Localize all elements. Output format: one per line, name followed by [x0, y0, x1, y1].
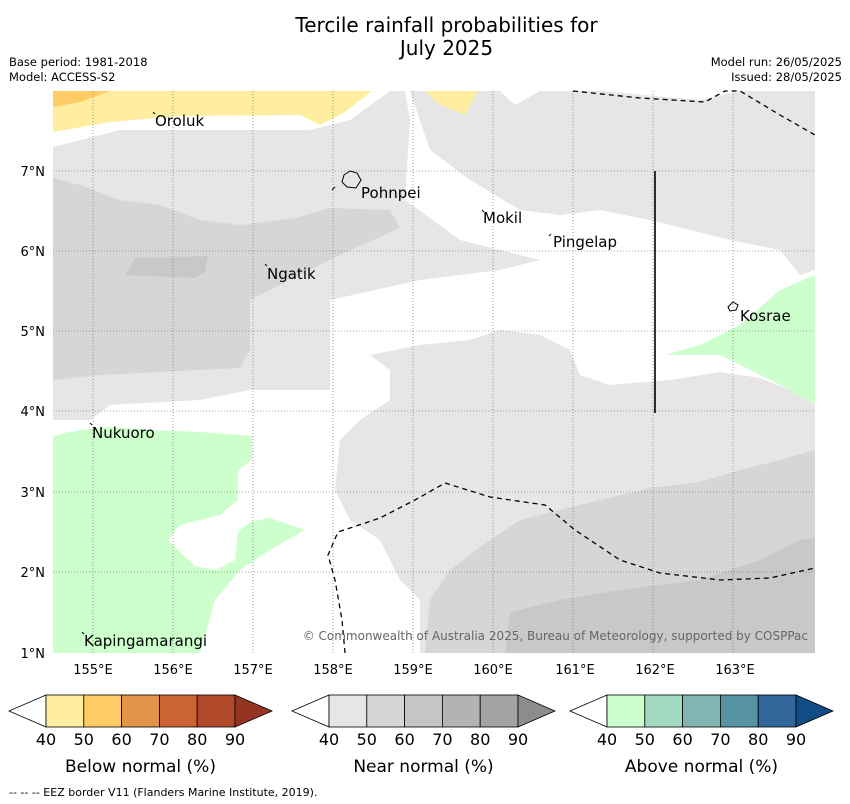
pohnpei-island-dot-icon	[331, 186, 336, 191]
near-normal-colorbar-segment	[441, 694, 481, 728]
base-period: Base period: 1981-2018	[9, 55, 148, 69]
place-kapingamarangi: Kapingamarangi	[84, 632, 207, 650]
atoll-markers	[81, 111, 552, 635]
lat-label: 5°N	[21, 325, 46, 340]
lon-label: 156°E	[153, 663, 193, 678]
graticule	[53, 91, 815, 653]
above-normal-colorbar-tick-label: 50	[635, 730, 655, 749]
above-normal-colorbar-tick-label: 80	[748, 730, 768, 749]
title-line-2: July 2025	[399, 36, 494, 60]
above-normal-colorbar-tick-label: 60	[672, 730, 692, 749]
lon-label: 157°E	[233, 663, 273, 678]
below-normal-colorbar-tick-label: 90	[225, 730, 245, 749]
meta-left: Base period: 1981-2018 Model: ACCESS-S2	[9, 55, 148, 85]
below-normal-40-50-field	[53, 91, 478, 132]
issued-date: Issued: 28/05/2025	[731, 70, 842, 84]
below-normal-colorbar-label: Below normal (%)	[65, 757, 216, 777]
copyright-text: © Commonwealth of Australia 2025, Bureau…	[303, 629, 808, 643]
near-normal-colorbar-segment	[404, 694, 443, 728]
below-normal-colorbar-segment	[45, 694, 85, 728]
colorbar-legends: 40 50 60 70 80 90 Below normal (%) 40 50 60 70 80 90…	[7, 694, 835, 777]
near-normal-colorbar: 40 50 60 70 80 90 Near normal (%)	[290, 694, 557, 777]
place-pohnpei: Pohnpei	[361, 184, 421, 202]
near-normal-colorbar-tick-label: 40	[319, 730, 339, 749]
below-normal-colorbar-segment	[121, 694, 160, 728]
above-normal-colorbar-segment	[757, 694, 797, 728]
above-normal-colorbar-segment	[720, 694, 759, 728]
lon-label: 158°E	[313, 663, 353, 678]
lat-label: 7°N	[21, 165, 46, 180]
below-normal-colorbar-segment	[196, 694, 236, 728]
above-normal-colorbar-tick-label: 90	[786, 730, 806, 749]
lon-label: 163°E	[715, 663, 755, 678]
model-run: Model run: 26/05/2025	[710, 55, 842, 69]
below-normal-colorbar-tick-label: 40	[36, 730, 56, 749]
below-normal-colorbar-tick-label: 60	[111, 730, 131, 749]
lon-label: 161°E	[555, 663, 595, 678]
page-title: Tercile rainfall probabilities for July …	[0, 14, 850, 60]
below-normal-colorbar-tick-label: 70	[149, 730, 169, 749]
near-normal-colorbar-segment	[366, 694, 405, 728]
below-normal-colorbar-tick-label: 50	[74, 730, 94, 749]
longitude-labels: 155°E 156°E 157°E 158°E 159°E 160°E 161°…	[73, 663, 755, 678]
lon-label: 159°E	[393, 663, 433, 678]
below-normal-colorbar: 40 50 60 70 80 90 Below normal (%)	[7, 694, 274, 777]
eez-border	[327, 90, 816, 654]
place-mokil: Mokil	[483, 209, 522, 227]
lat-label: 4°N	[21, 405, 46, 420]
place-ngatik: Ngatik	[267, 265, 316, 283]
lon-label: 160°E	[473, 663, 513, 678]
above-normal-colorbar-segment	[644, 694, 683, 728]
above-normal-colorbar: 40 50 60 70 80 90 Above normal (%)	[568, 694, 835, 777]
map-fields	[53, 91, 815, 653]
above-normal-colorbar-segment	[606, 694, 646, 728]
near-normal-colorbar-tick-label: 90	[508, 730, 528, 749]
near-normal-50-60-field	[53, 178, 815, 653]
lat-label: 2°N	[21, 566, 46, 581]
above-normal-colorbar-tick-label: 70	[710, 730, 730, 749]
place-labels: Oroluk Pohnpei Mokil Pingelap Ngatik Kos…	[84, 112, 791, 650]
place-pingelap: Pingelap	[553, 233, 617, 251]
latitude-labels: 7°N 6°N 5°N 4°N 3°N 2°N 1°N	[21, 165, 46, 662]
near-normal-colorbar-tick-label: 70	[432, 730, 452, 749]
above-normal-colorbar-low-extend	[568, 694, 608, 728]
pohnpei-island-icon	[341, 170, 362, 189]
place-nukuoro: Nukuoro	[92, 424, 155, 442]
kosrae-island-icon	[727, 301, 739, 312]
near-normal-colorbar-low-extend	[290, 694, 330, 728]
below-normal-colorbar-segment	[83, 694, 123, 728]
above-normal-40-50-field	[53, 275, 815, 653]
place-kosrae: Kosrae	[740, 307, 791, 325]
near-normal-colorbar-label: Near normal (%)	[353, 757, 493, 777]
near-normal-colorbar-tick-label: 50	[357, 730, 377, 749]
below-normal-colorbar-high-extend	[234, 694, 274, 728]
near-normal-60-70-field	[125, 256, 815, 653]
below-normal-50-60-field	[53, 91, 110, 107]
above-normal-colorbar-segment	[682, 694, 721, 728]
above-normal-colorbar-high-extend	[795, 694, 835, 728]
below-normal-colorbar-tick-label: 80	[187, 730, 207, 749]
lat-label: 3°N	[21, 486, 46, 501]
eez-footnote: -- -- -- EEZ border V11 (Flanders Marine…	[9, 786, 318, 799]
place-oroluk: Oroluk	[155, 112, 204, 130]
near-normal-colorbar-tick-label: 60	[394, 730, 414, 749]
lat-label: 6°N	[21, 245, 46, 260]
below-normal-colorbar-segment	[158, 694, 198, 728]
model-name: Model: ACCESS-S2	[9, 70, 116, 84]
title-line-1: Tercile rainfall probabilities for	[295, 13, 598, 37]
above-normal-colorbar-tick-label: 40	[597, 730, 617, 749]
lon-label: 155°E	[73, 663, 113, 678]
near-normal-colorbar-tick-label: 80	[470, 730, 490, 749]
lon-label: 162°E	[635, 663, 675, 678]
near-normal-colorbar-segment	[328, 694, 368, 728]
near-normal-colorbar-segment	[479, 694, 519, 728]
lat-label: 1°N	[21, 647, 46, 662]
near-normal-colorbar-high-extend	[517, 694, 557, 728]
below-normal-colorbar-low-extend	[7, 694, 47, 728]
above-normal-colorbar-label: Above normal (%)	[625, 757, 778, 777]
meta-right: Model run: 26/05/2025 Issued: 28/05/2025	[711, 55, 842, 85]
